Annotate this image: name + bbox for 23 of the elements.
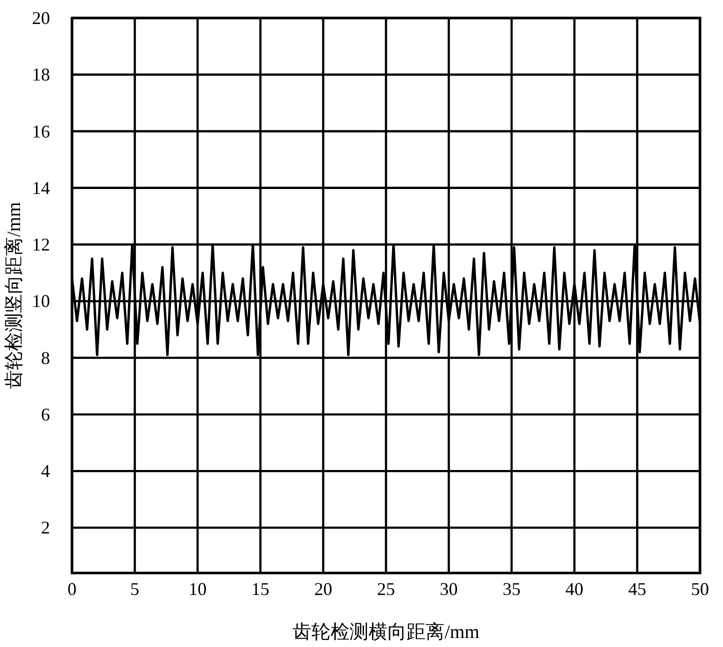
y-tick-label: 8 bbox=[41, 348, 50, 368]
x-tick-label: 5 bbox=[130, 579, 140, 599]
x-tick-label: 40 bbox=[565, 579, 584, 599]
x-tick-label: 25 bbox=[377, 579, 395, 599]
y-tick-label: 12 bbox=[32, 234, 50, 255]
x-tick-label: 15 bbox=[251, 579, 270, 599]
x-tick-label: 0 bbox=[68, 579, 76, 599]
y-tick-label: 18 bbox=[32, 64, 50, 85]
y-tick-label: 20 bbox=[32, 8, 50, 28]
y-axis-title: 齿轮检测竖向距离/mm bbox=[3, 202, 25, 389]
y-tick-label: 14 bbox=[32, 178, 50, 198]
y-tick-label: 10 bbox=[32, 291, 50, 312]
x-tick-label: 30 bbox=[440, 579, 458, 599]
x-tick-label: 20 bbox=[314, 579, 332, 599]
x-tick-label: 10 bbox=[188, 579, 207, 599]
y-tick-label: 2 bbox=[41, 518, 50, 538]
y-tick-label: 4 bbox=[41, 461, 50, 482]
x-tick-label: 45 bbox=[628, 579, 646, 599]
x-axis-title: 齿轮检测横向距离/mm bbox=[292, 621, 480, 643]
y-tick-label: 16 bbox=[32, 121, 50, 142]
x-tick-label: 50 bbox=[691, 579, 709, 599]
y-tick-label: 6 bbox=[41, 404, 50, 424]
x-tick-label: 35 bbox=[502, 579, 521, 599]
